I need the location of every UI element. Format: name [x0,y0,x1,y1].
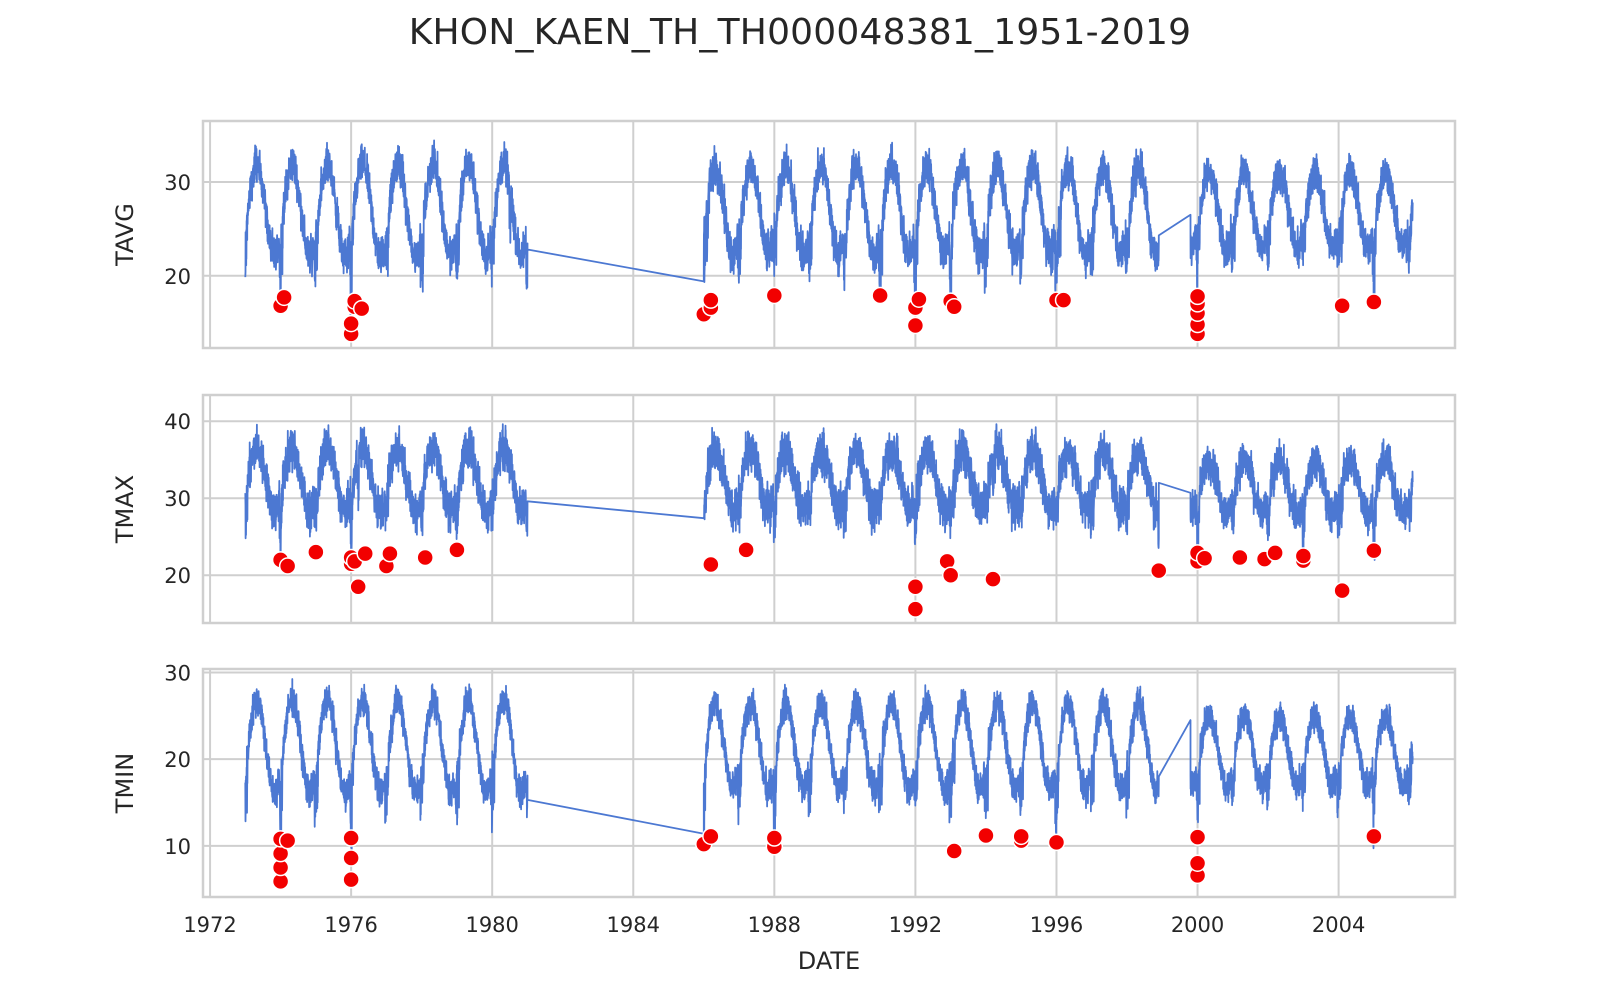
tavg-outlier-point [945,297,963,316]
tmin-outlier-point [945,842,963,860]
tmin-outlier-point [1047,833,1066,852]
tmin-y-tick-label: 10 [164,835,191,859]
tavg-outlier-point [352,299,371,318]
tmin-outlier-point [765,829,784,847]
tmax-outlier-point [416,548,434,567]
x-tick-label: 1972 [183,913,236,937]
tmin-outlier-point [1365,827,1383,846]
tmin-outlier-point [342,870,360,889]
panel-tmax: 20 30 40 TMAX [111,393,1457,625]
tmax-outlier-point [278,557,297,575]
tavg-outlier-point [1365,293,1383,311]
tmin-y-tick-label: 30 [164,661,191,685]
tmin-outlier-point [1188,854,1207,872]
tmax-outlier-point [356,544,374,563]
tmax-outlier-point [702,555,720,574]
tavg-outlier-point [275,288,293,307]
tmax-y-tick-label: 30 [164,487,191,511]
tavg-outlier-point [765,286,784,305]
tmax-outlier-point [448,541,466,559]
tmax-y-tick-label: 40 [164,410,191,434]
tmin-outlier-point [1012,827,1030,846]
tavg-plot-frame [201,119,1457,350]
panel-tmin: 10 20 30 TMIN 1972 1976 1980 1984 1988 1992 1996 20… [111,661,1457,975]
tmax-series-line [244,423,1414,565]
tavg-y-tick-label: 20 [164,265,191,289]
tmin-outlier-point [977,826,995,845]
x-tick-label: 1976 [324,913,377,937]
tmax-outlier-point [984,570,1002,588]
figure-title: KHON_KAEN_TH_TH000048381_1951-2019 [408,12,1192,53]
tavg-outlier-point [1333,297,1351,315]
tavg-outlier-point [910,290,928,308]
tmin-outlier-point [278,831,297,850]
tmin-series-line [244,678,1414,856]
tmax-outlier-point [941,566,960,584]
tmax-plot-frame [201,393,1457,625]
tavg-outlier-point [1054,291,1073,309]
tavg-series-line [244,139,1414,322]
tavg-y-axis-label: TAVG [111,203,139,267]
tmax-y-axis-label: TMAX [111,475,139,544]
tmin-outlier-point [1188,828,1207,846]
x-tick-label: 2000 [1171,913,1224,937]
tmin-y-tick-label: 20 [164,748,191,772]
tmax-outlier-point [1365,541,1383,560]
tmin-y-axis-label: TMIN [111,753,139,814]
tmin-outlier-point [702,827,720,846]
x-tick-label: 1988 [748,913,801,937]
tavg-outlier-point [1188,287,1207,306]
tmax-outlier-point [1150,561,1168,580]
tmax-outlier-point [737,541,755,559]
tmax-outlier-point [1294,547,1313,565]
tmin-outlier-point [342,829,360,847]
tmax-outlier-point [906,578,925,596]
panel-tavg: 20 30 TAVG [111,119,1457,350]
tmax-outlier-point [906,600,925,618]
tmax-y-tick-label: 20 [164,564,191,588]
tmax-outlier-point [349,578,367,596]
tavg-outlier-point [871,286,889,305]
x-tick-label: 1996 [1030,913,1083,937]
x-axis-label: DATE [798,947,860,975]
tmax-outlier-point [307,543,325,561]
x-tick-label: 1984 [607,913,660,937]
tavg-outlier-point [702,291,720,309]
tmin-outlier-point [342,849,360,867]
tavg-y-tick-label: 30 [164,171,191,195]
x-tick-label: 2004 [1312,913,1365,937]
tmax-outlier-point [1195,549,1214,568]
tavg-outlier-point [342,314,360,333]
x-tick-label: 1992 [889,913,942,937]
tmin-plot-frame [201,667,1457,899]
tmax-outlier-point [1266,544,1284,562]
tavg-outlier-point [906,316,925,335]
tmax-outlier-point [381,544,399,563]
x-tick-label: 1980 [465,913,518,937]
tmax-outlier-point [1231,548,1249,567]
tmax-outlier-point [1333,581,1351,600]
